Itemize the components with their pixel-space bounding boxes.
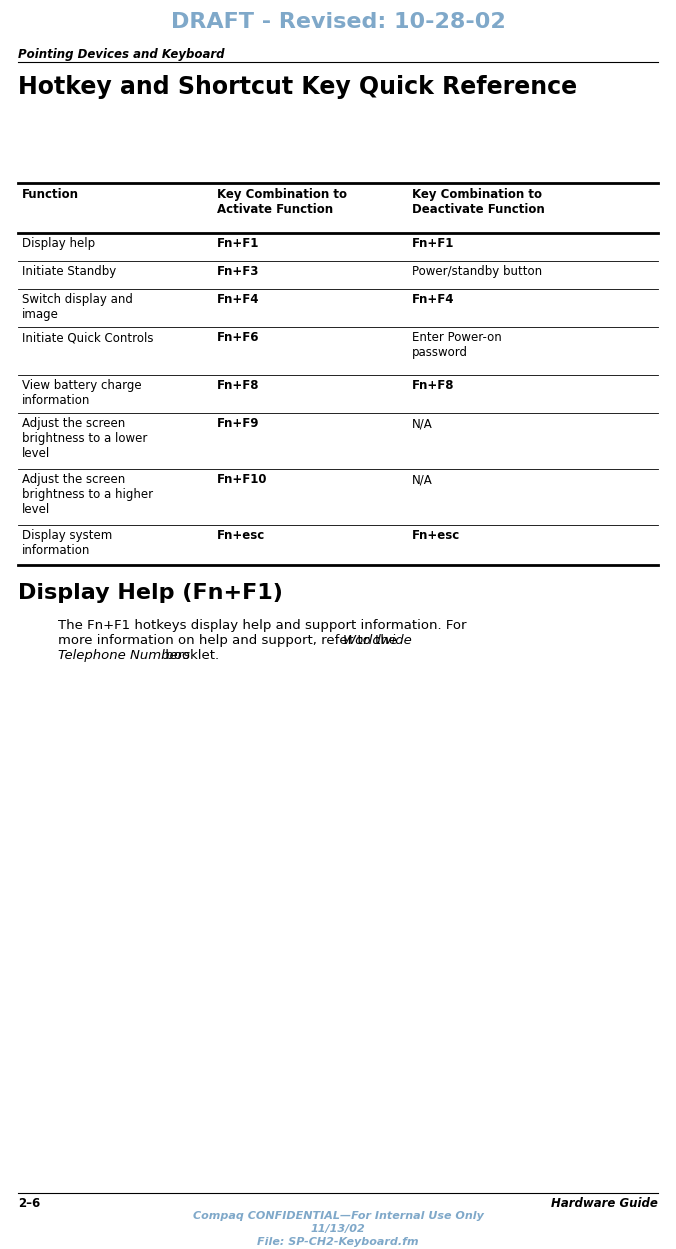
- Text: booklet.: booklet.: [161, 649, 219, 662]
- Text: N/A: N/A: [412, 417, 433, 430]
- Text: The Fn+F1 hotkeys display help and support information. For: The Fn+F1 hotkeys display help and suppo…: [58, 620, 466, 632]
- Text: Key Combination to
Deactivate Function: Key Combination to Deactivate Function: [412, 189, 545, 216]
- Text: Hardware Guide: Hardware Guide: [551, 1197, 658, 1210]
- Text: Initiate Quick Controls: Initiate Quick Controls: [22, 331, 153, 343]
- Text: Fn+F3: Fn+F3: [217, 265, 260, 279]
- Text: Power/standby button: Power/standby button: [412, 265, 542, 279]
- Text: 11/13/02: 11/13/02: [311, 1224, 365, 1234]
- Text: View battery charge
information: View battery charge information: [22, 378, 142, 407]
- Text: Display system
information: Display system information: [22, 530, 112, 557]
- Text: Display help: Display help: [22, 237, 95, 250]
- Text: Fn+F10: Fn+F10: [217, 473, 268, 486]
- Text: Compaq CONFIDENTIAL—For Internal Use Only: Compaq CONFIDENTIAL—For Internal Use Onl…: [193, 1212, 483, 1222]
- Text: DRAFT - Revised: 10-28-02: DRAFT - Revised: 10-28-02: [170, 12, 506, 32]
- Text: Telephone Numbers: Telephone Numbers: [58, 649, 190, 662]
- Text: Fn+esc: Fn+esc: [412, 530, 460, 542]
- Text: Fn+F8: Fn+F8: [217, 378, 260, 392]
- Text: Pointing Devices and Keyboard: Pointing Devices and Keyboard: [18, 47, 224, 61]
- Text: Switch display and
image: Switch display and image: [22, 294, 133, 321]
- Text: more information on help and support, refer to the: more information on help and support, re…: [58, 634, 402, 647]
- Text: File: SP-CH2-Keyboard.fm: File: SP-CH2-Keyboard.fm: [257, 1237, 419, 1247]
- Text: Display Help (Fn+F1): Display Help (Fn+F1): [18, 583, 283, 603]
- Text: Adjust the screen
brightness to a lower
level: Adjust the screen brightness to a lower …: [22, 417, 147, 460]
- Text: Hotkey and Shortcut Key Quick Reference: Hotkey and Shortcut Key Quick Reference: [18, 75, 577, 99]
- Text: Enter Power-on
password: Enter Power-on password: [412, 331, 502, 358]
- Text: Worldwide: Worldwide: [343, 634, 413, 647]
- Text: Key Combination to
Activate Function: Key Combination to Activate Function: [217, 189, 347, 216]
- Text: Initiate Standby: Initiate Standby: [22, 265, 116, 279]
- Text: N/A: N/A: [412, 473, 433, 486]
- Text: Fn+F1: Fn+F1: [412, 237, 454, 250]
- Text: Fn+F4: Fn+F4: [412, 294, 454, 306]
- Text: Fn+F1: Fn+F1: [217, 237, 260, 250]
- Text: Fn+F6: Fn+F6: [217, 331, 260, 343]
- Text: Adjust the screen
brightness to a higher
level: Adjust the screen brightness to a higher…: [22, 473, 153, 516]
- Text: Fn+F8: Fn+F8: [412, 378, 454, 392]
- Text: Function: Function: [22, 189, 79, 201]
- Text: Fn+F9: Fn+F9: [217, 417, 260, 430]
- Text: 2–6: 2–6: [18, 1197, 41, 1210]
- Text: Fn+F4: Fn+F4: [217, 294, 260, 306]
- Text: Fn+esc: Fn+esc: [217, 530, 265, 542]
